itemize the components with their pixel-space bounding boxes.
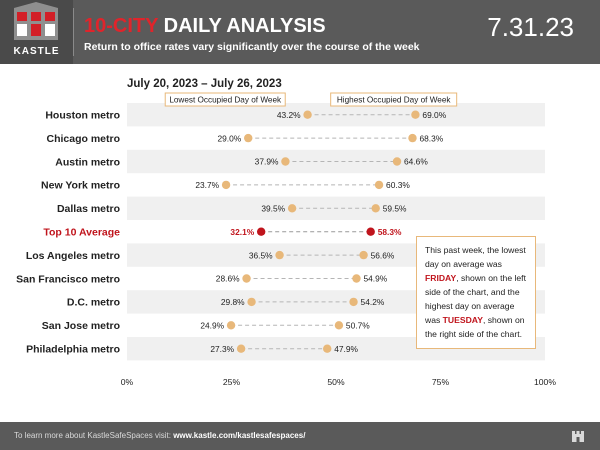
title-rest: DAILY ANALYSIS — [158, 15, 326, 37]
page-subtitle: Return to office rates vary significantl… — [84, 41, 420, 53]
low-value-label: 43.2% — [277, 110, 301, 120]
callout-text-2: , shown on the left side of the chart, a… — [425, 273, 526, 325]
high-value-label: 54.9% — [363, 274, 387, 284]
low-point — [242, 274, 251, 283]
high-value-label: 47.9% — [334, 344, 358, 354]
high-value-label: 60.3% — [386, 180, 410, 190]
footer-link[interactable]: www.kastle.com/kastlesafespaces/ — [173, 431, 306, 440]
footer-prefix: To learn more about KastleSafeSpaces vis… — [14, 431, 174, 440]
high-point — [359, 250, 368, 260]
high-value-label: 68.3% — [419, 133, 443, 143]
callout-high-day: TUESDAY — [442, 315, 483, 325]
low-value-label: 24.9% — [200, 321, 224, 331]
legend-high-box — [330, 92, 458, 107]
high-point — [411, 110, 420, 119]
x-tick-label: 100% — [534, 377, 556, 387]
category-label: Chicago metro — [46, 133, 120, 145]
report-date: 7.31.23 — [487, 12, 574, 42]
high-point — [371, 204, 380, 213]
high-value-label: 50.7% — [346, 321, 370, 331]
high-value-label: 56.6% — [371, 250, 395, 260]
category-label: Houston metro — [45, 110, 120, 122]
date-range: July 20, 2023 – July 26, 2023 — [127, 78, 282, 90]
category-label: Top 10 Average — [43, 227, 120, 239]
page-title: 10-CITY DAILY ANALYSIS — [84, 15, 326, 38]
x-tick-label: 75% — [432, 377, 450, 387]
low-point — [236, 344, 246, 353]
low-point — [256, 227, 266, 236]
header-divider — [73, 8, 74, 56]
header-bar: KASTLE 10-CITY DAILY ANALYSIS Return to … — [0, 0, 600, 64]
high-point — [392, 157, 402, 166]
callout-box: This past week, the lowest day on averag… — [416, 236, 536, 349]
category-label: San Francisco metro — [16, 273, 120, 285]
kastle-logo-icon — [0, 0, 73, 64]
low-value-label: 27.3% — [210, 344, 234, 354]
low-point — [281, 157, 290, 166]
high-point — [334, 321, 344, 330]
title-accent: 10-CITY — [84, 15, 159, 37]
category-label: D.C. metro — [67, 297, 120, 309]
low-value-label: 39.5% — [261, 204, 285, 214]
category-label: Dallas metro — [57, 203, 120, 215]
high-value-label: 59.5% — [383, 204, 407, 214]
low-point — [287, 204, 297, 213]
high-point — [323, 344, 332, 353]
low-value-label: 23.7% — [195, 180, 219, 190]
callout-text-3: , shown on the right side of the chart. — [425, 315, 525, 339]
low-point — [247, 297, 256, 307]
brand-name: KASTLE — [13, 46, 60, 57]
high-value-label: 64.6% — [404, 157, 428, 167]
high-point — [374, 180, 384, 190]
legend-low-label: Lowest Occupied Day of Week — [169, 96, 282, 105]
high-value-label: 69.0% — [422, 110, 446, 120]
low-value-label: 29.8% — [221, 297, 245, 307]
high-point — [366, 227, 375, 236]
high-point — [349, 297, 358, 307]
low-value-label: 36.5% — [249, 250, 273, 260]
callout-text-1: This past week, the lowest day on averag… — [425, 245, 526, 269]
legend-low-box — [164, 92, 286, 107]
x-tick-label: 50% — [327, 377, 345, 387]
x-tick-label: 0% — [121, 377, 134, 387]
high-point — [408, 133, 417, 143]
category-label: Los Angeles metro — [26, 250, 120, 262]
high-value-label: 58.3% — [378, 227, 402, 237]
footer-bar: To learn more about KastleSafeSpaces vis… — [0, 422, 600, 450]
low-value-label: 28.6% — [216, 274, 240, 284]
high-point — [352, 274, 361, 283]
low-point — [303, 110, 312, 119]
high-value-label: 54.2% — [361, 297, 385, 307]
low-point — [221, 180, 231, 190]
footer-text: To learn more about KastleSafeSpaces vis… — [14, 431, 305, 440]
category-label: Philadelphia metro — [26, 344, 120, 356]
low-value-label: 29.0% — [217, 133, 241, 143]
low-point — [275, 250, 284, 260]
category-label: San Jose metro — [42, 320, 120, 332]
low-value-label: 37.9% — [255, 157, 279, 167]
low-point — [226, 321, 236, 330]
legend-high-label: Highest Occupied Day of Week — [337, 96, 452, 105]
low-point — [244, 133, 253, 143]
callout-low-day: FRIDAY — [425, 273, 457, 283]
x-tick-label: 25% — [223, 377, 241, 387]
category-label: Austin metro — [55, 156, 120, 168]
castle-icon — [572, 431, 584, 442]
category-label: New York metro — [41, 180, 120, 192]
low-value-label: 32.1% — [230, 227, 254, 237]
